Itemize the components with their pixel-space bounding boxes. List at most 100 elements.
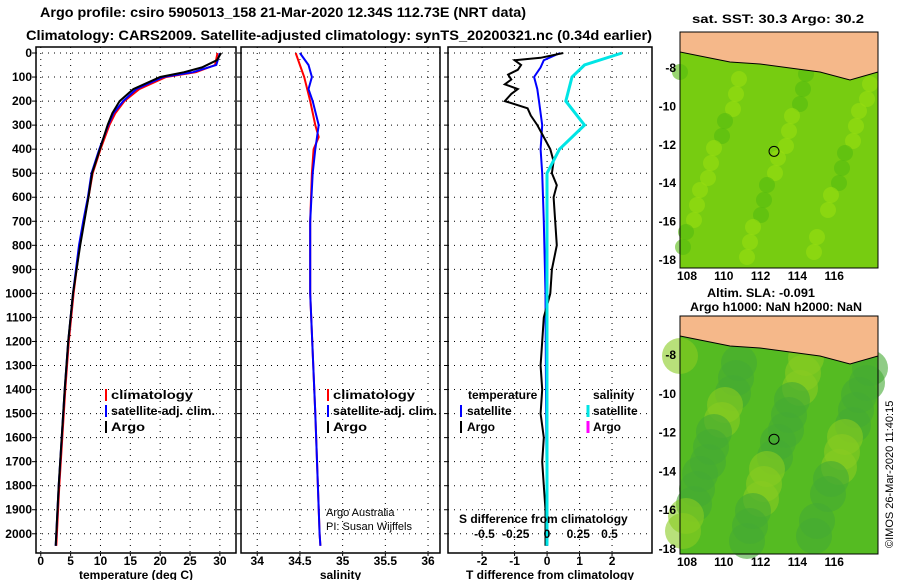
map-frame	[679, 315, 879, 555]
map-ocean-patch	[678, 224, 694, 240]
map-ocean-patch	[820, 202, 836, 218]
map-ocean-patch	[859, 91, 875, 107]
y-tick-label: 700	[12, 214, 32, 228]
y-tick-label: 800	[12, 238, 32, 252]
map-ocean-patch	[806, 244, 822, 260]
y-tick-label: 400	[12, 142, 32, 156]
legend-label: climatology	[333, 388, 415, 402]
x-tick-label: 35	[336, 554, 350, 568]
lat-tick-label: -14	[659, 464, 677, 478]
y-tick-label: 500	[12, 166, 32, 180]
s-tick-label: 0.5	[601, 527, 618, 541]
figure-subtitle: Climatology: CARS2009. Satellite-adjuste…	[26, 27, 652, 43]
y-tick-label: 0	[25, 46, 32, 60]
map-ocean-patch	[770, 150, 786, 166]
lat-tick-label: -16	[659, 215, 677, 229]
s-tick-label: -0.5	[474, 527, 495, 541]
map-ocean-patch	[799, 503, 835, 539]
map-ocean-patch	[714, 128, 730, 144]
map-ocean-patch	[725, 101, 741, 117]
y-tick-label: 1900	[5, 503, 32, 517]
plot-frame	[35, 46, 237, 554]
x-tick-label: -1	[509, 554, 520, 568]
map-ocean-patch	[827, 419, 863, 455]
lon-tick-label: 108	[677, 555, 697, 569]
map-ocean-patch	[753, 207, 769, 223]
legend-label: satellite-adj. clim.	[333, 404, 437, 418]
x-tick-label: 1	[576, 554, 583, 568]
y-tick-label: 1200	[5, 334, 32, 348]
x-tick-label: 0	[544, 554, 551, 568]
lon-tick-label: 110	[714, 269, 734, 283]
map-ocean-patch	[778, 138, 794, 154]
x-tick-label: 35.5	[374, 554, 398, 568]
map-ocean-patch	[745, 219, 761, 235]
legend-title-salinity: salinity	[593, 388, 635, 402]
x-tick-label: 36	[421, 554, 435, 568]
map-ocean-patch	[845, 133, 861, 149]
lon-tick-label: 116	[825, 269, 845, 283]
annotation: Argo Australia	[326, 507, 395, 519]
lon-tick-label: 108	[677, 269, 697, 283]
s-tick-label: 0	[544, 527, 551, 541]
map-ocean-patch	[834, 160, 850, 176]
map-ocean-patch	[731, 71, 747, 87]
map-ocean-patch	[707, 387, 743, 423]
lon-tick-label: 114	[788, 269, 808, 283]
map2-title-2: Argo h1000: NaN h2000: NaN	[690, 300, 862, 314]
series-line-satellite-adj-clim-	[299, 52, 322, 546]
x-tick-label: 34.5	[288, 554, 312, 568]
y-tick-label: 1700	[5, 455, 32, 469]
lon-tick-label: 112	[751, 269, 771, 283]
lat-tick-label: -18	[659, 253, 677, 267]
map-ocean-patch	[795, 81, 811, 97]
x-tick-label: 25	[183, 554, 197, 568]
y-tick-label: 1400	[5, 383, 32, 397]
map-ocean-patch	[692, 182, 708, 198]
y-tick-label: 900	[12, 262, 32, 276]
map-ocean-patch	[841, 377, 877, 413]
map-ocean-patch	[682, 456, 718, 492]
map-ocean-patch	[721, 345, 757, 381]
lon-tick-label: 114	[788, 555, 808, 569]
lat-tick-label: -12	[659, 138, 677, 152]
series-line-climatology	[55, 52, 219, 546]
map-ocean-patch	[686, 212, 702, 228]
x-tick-label: 34	[251, 554, 265, 568]
x-axis-label: T difference from climatology	[466, 568, 634, 580]
map-ocean-patch	[689, 197, 705, 213]
x-tick-label: 30	[213, 554, 227, 568]
x-tick-label: 20	[153, 554, 167, 568]
map-ocean-patch	[675, 239, 691, 255]
x-tick-label: 5	[67, 554, 74, 568]
y-tick-label: 1300	[5, 359, 32, 373]
lon-tick-label: 112	[751, 555, 771, 569]
argo-location-marker	[768, 145, 780, 157]
s-tick-label: 0.25	[567, 527, 591, 541]
map-frame	[679, 31, 879, 269]
plot-frame	[447, 46, 653, 554]
map-ocean-patch	[837, 145, 853, 161]
map2-title-1: Altim. SLA: -0.091	[707, 286, 815, 300]
y-tick-label: 600	[12, 190, 32, 204]
lat-tick-label: -10	[659, 387, 677, 401]
y-tick-label: 1800	[5, 479, 32, 493]
map-ocean-patch	[703, 155, 719, 171]
x-axis-label: salinity	[320, 568, 362, 580]
lat-tick-label: -10	[659, 99, 677, 113]
lat-tick-label: -8	[665, 61, 676, 75]
series-line-argo	[54, 52, 222, 546]
argo-location-marker	[768, 433, 780, 445]
s-tick-label: -0.25	[502, 527, 530, 541]
y-tick-label: 1000	[5, 286, 32, 300]
map-ocean-patch	[735, 493, 771, 529]
lat-tick-label: -16	[659, 503, 677, 517]
map1-title: sat. SST: 30.3 Argo: 30.2	[692, 12, 864, 26]
lon-tick-label: 116	[825, 555, 845, 569]
map-ocean-patch	[851, 103, 867, 119]
y-tick-label: 300	[12, 118, 32, 132]
legend-title-temperature: temperature	[468, 388, 538, 402]
lat-tick-label: -8	[665, 348, 676, 362]
y-tick-label: 200	[12, 94, 32, 108]
